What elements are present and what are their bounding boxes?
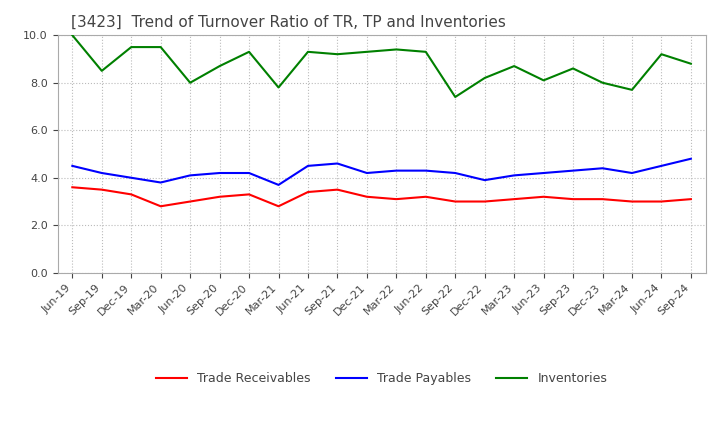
Trade Receivables [451, 199, 459, 204]
Text: [3423]  Trend of Turnover Ratio of TR, TP and Inventories: [3423] Trend of Turnover Ratio of TR, TP… [71, 15, 505, 30]
Inventories [421, 49, 430, 55]
Line: Trade Receivables: Trade Receivables [72, 187, 691, 206]
Inventories [215, 63, 224, 69]
Inventories [687, 61, 696, 66]
Trade Receivables [628, 199, 636, 204]
Inventories [68, 33, 76, 38]
Inventories [451, 94, 459, 99]
Trade Receivables [421, 194, 430, 199]
Trade Receivables [68, 185, 76, 190]
Trade Payables [363, 170, 372, 176]
Inventories [333, 51, 342, 57]
Inventories [628, 87, 636, 92]
Trade Payables [186, 173, 194, 178]
Trade Receivables [569, 197, 577, 202]
Trade Receivables [687, 197, 696, 202]
Trade Payables [569, 168, 577, 173]
Inventories [186, 80, 194, 85]
Trade Payables [451, 170, 459, 176]
Trade Payables [539, 170, 548, 176]
Trade Payables [304, 163, 312, 169]
Trade Payables [598, 165, 607, 171]
Inventories [245, 49, 253, 55]
Inventories [657, 51, 666, 57]
Trade Payables [274, 182, 283, 187]
Inventories [569, 66, 577, 71]
Trade Payables [97, 170, 106, 176]
Trade Payables [333, 161, 342, 166]
Inventories [363, 49, 372, 55]
Trade Receivables [186, 199, 194, 204]
Inventories [539, 78, 548, 83]
Trade Payables [127, 175, 135, 180]
Trade Receivables [392, 197, 400, 202]
Inventories [274, 85, 283, 90]
Trade Receivables [539, 194, 548, 199]
Trade Receivables [245, 192, 253, 197]
Trade Payables [215, 170, 224, 176]
Trade Receivables [657, 199, 666, 204]
Inventories [392, 47, 400, 52]
Trade Payables [628, 170, 636, 176]
Trade Payables [245, 170, 253, 176]
Line: Trade Payables: Trade Payables [72, 159, 691, 185]
Inventories [156, 44, 165, 50]
Trade Payables [421, 168, 430, 173]
Trade Receivables [480, 199, 489, 204]
Trade Payables [510, 173, 518, 178]
Trade Receivables [304, 189, 312, 194]
Trade Receivables [510, 197, 518, 202]
Trade Payables [657, 163, 666, 169]
Trade Payables [68, 163, 76, 169]
Trade Receivables [363, 194, 372, 199]
Trade Receivables [333, 187, 342, 192]
Trade Receivables [127, 192, 135, 197]
Trade Payables [480, 177, 489, 183]
Trade Receivables [97, 187, 106, 192]
Legend: Trade Receivables, Trade Payables, Inventories: Trade Receivables, Trade Payables, Inven… [151, 367, 612, 390]
Trade Receivables [274, 204, 283, 209]
Inventories [598, 80, 607, 85]
Trade Receivables [156, 204, 165, 209]
Trade Receivables [215, 194, 224, 199]
Trade Payables [156, 180, 165, 185]
Inventories [127, 44, 135, 50]
Inventories [97, 68, 106, 73]
Inventories [304, 49, 312, 55]
Trade Payables [392, 168, 400, 173]
Trade Payables [687, 156, 696, 161]
Inventories [480, 75, 489, 81]
Line: Inventories: Inventories [72, 35, 691, 97]
Trade Receivables [598, 197, 607, 202]
Inventories [510, 63, 518, 69]
